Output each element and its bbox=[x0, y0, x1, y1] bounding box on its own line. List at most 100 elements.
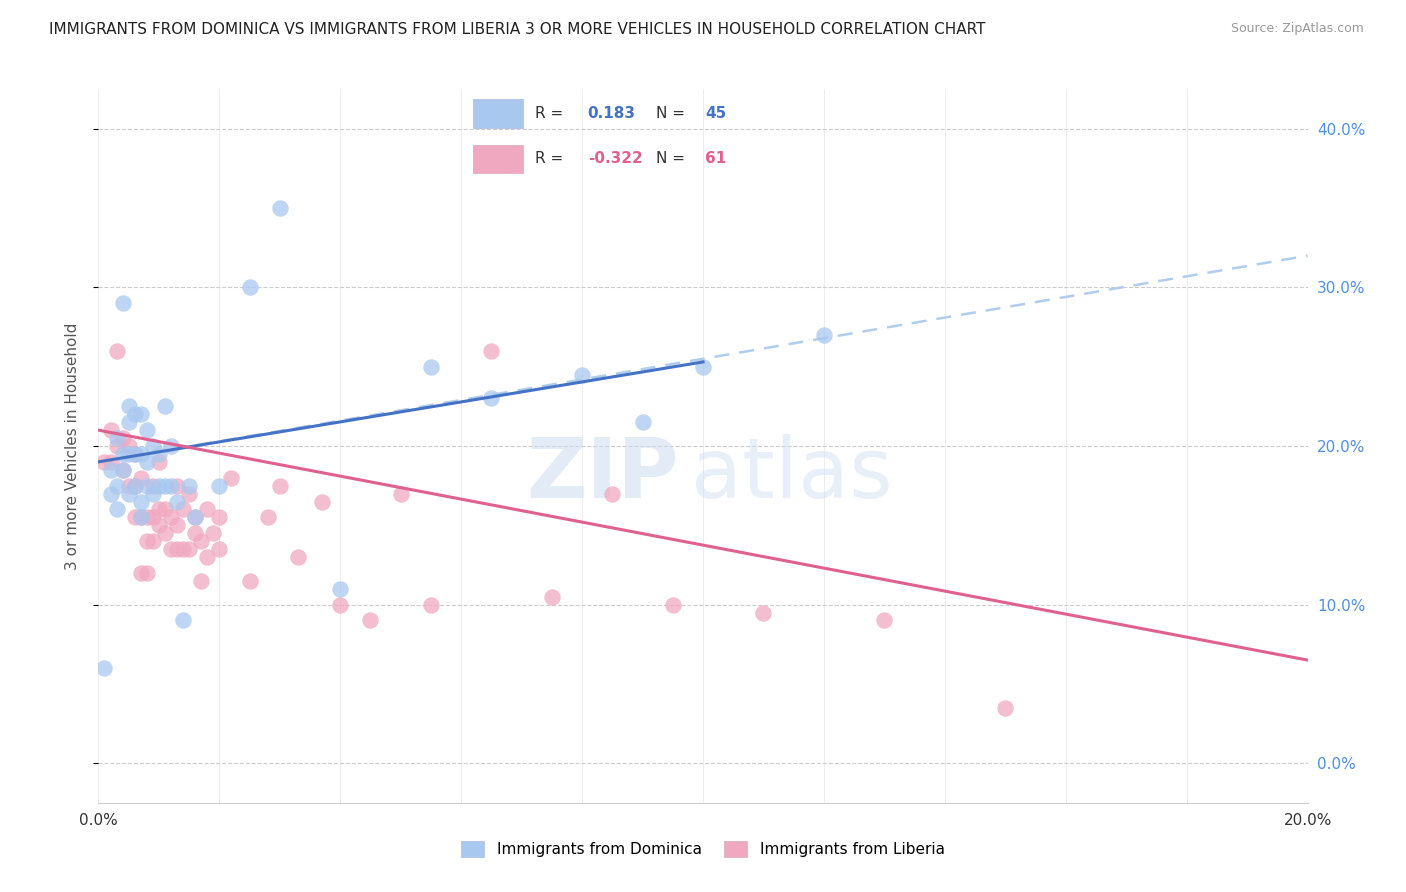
Point bbox=[540, 590, 562, 604]
Point bbox=[166, 478, 188, 492]
Point bbox=[135, 566, 157, 580]
Text: atlas: atlas bbox=[690, 434, 893, 515]
Point bbox=[118, 486, 141, 500]
FancyBboxPatch shape bbox=[474, 145, 523, 173]
Text: N =: N = bbox=[655, 106, 689, 121]
Point bbox=[239, 574, 262, 588]
Point bbox=[118, 415, 141, 429]
Point bbox=[148, 502, 170, 516]
Point bbox=[195, 502, 218, 516]
Point bbox=[129, 471, 152, 485]
Text: IMMIGRANTS FROM DOMINICA VS IMMIGRANTS FROM LIBERIA 3 OR MORE VEHICLES IN HOUSEH: IMMIGRANTS FROM DOMINICA VS IMMIGRANTS F… bbox=[49, 22, 986, 37]
Point bbox=[100, 486, 122, 500]
Point bbox=[105, 502, 128, 516]
Point bbox=[160, 478, 183, 492]
Point bbox=[124, 407, 146, 421]
Point bbox=[360, 614, 382, 628]
Point bbox=[111, 296, 134, 310]
Point bbox=[135, 510, 157, 524]
Point bbox=[602, 486, 624, 500]
Point bbox=[118, 439, 141, 453]
Point bbox=[129, 494, 152, 508]
Point bbox=[269, 478, 291, 492]
Point bbox=[153, 526, 176, 541]
Point bbox=[239, 280, 262, 294]
Point bbox=[166, 542, 188, 557]
Y-axis label: 3 or more Vehicles in Household: 3 or more Vehicles in Household bbox=[65, 322, 80, 570]
Point bbox=[129, 407, 152, 421]
Point bbox=[208, 478, 231, 492]
Point bbox=[166, 518, 188, 533]
Point bbox=[105, 343, 128, 358]
Point bbox=[208, 510, 231, 524]
Point bbox=[124, 447, 146, 461]
Point bbox=[111, 463, 134, 477]
Point bbox=[329, 598, 352, 612]
Point bbox=[221, 471, 243, 485]
Point bbox=[153, 478, 176, 492]
Point bbox=[752, 606, 775, 620]
Point bbox=[124, 478, 146, 492]
Point bbox=[129, 510, 152, 524]
Text: -0.322: -0.322 bbox=[588, 152, 643, 167]
Point bbox=[142, 534, 165, 549]
Point bbox=[813, 328, 835, 343]
Point bbox=[184, 510, 207, 524]
Point bbox=[135, 455, 157, 469]
Point bbox=[111, 447, 134, 461]
Point bbox=[631, 415, 654, 429]
Point bbox=[160, 542, 183, 557]
Text: R =: R = bbox=[536, 106, 568, 121]
Point bbox=[420, 359, 443, 374]
Point bbox=[311, 494, 333, 508]
Point bbox=[135, 534, 157, 549]
Point bbox=[124, 478, 146, 492]
Point bbox=[420, 598, 443, 612]
Text: ZIP: ZIP bbox=[526, 434, 679, 515]
Point bbox=[93, 661, 115, 675]
Text: 61: 61 bbox=[706, 152, 727, 167]
Point bbox=[172, 614, 194, 628]
Point bbox=[153, 400, 176, 414]
Point bbox=[269, 201, 291, 215]
Point bbox=[287, 549, 309, 564]
Point bbox=[481, 392, 503, 406]
Point bbox=[160, 510, 183, 524]
Point bbox=[118, 447, 141, 461]
Point bbox=[118, 400, 141, 414]
Point bbox=[179, 478, 201, 492]
Point bbox=[111, 431, 134, 445]
Point bbox=[148, 455, 170, 469]
FancyBboxPatch shape bbox=[474, 99, 523, 128]
Point bbox=[129, 510, 152, 524]
Point bbox=[105, 439, 128, 453]
Point bbox=[124, 447, 146, 461]
Point bbox=[184, 526, 207, 541]
Point bbox=[208, 542, 231, 557]
Point bbox=[994, 700, 1017, 714]
Point bbox=[100, 423, 122, 437]
Point bbox=[129, 566, 152, 580]
Point bbox=[129, 447, 152, 461]
Point bbox=[692, 359, 714, 374]
Point bbox=[202, 526, 225, 541]
Text: 0.183: 0.183 bbox=[588, 106, 636, 121]
Point bbox=[148, 518, 170, 533]
Text: N =: N = bbox=[655, 152, 689, 167]
Point bbox=[195, 549, 218, 564]
Point bbox=[172, 502, 194, 516]
Point bbox=[160, 439, 183, 453]
Point bbox=[172, 542, 194, 557]
Point bbox=[118, 478, 141, 492]
Point bbox=[135, 478, 157, 492]
Point bbox=[481, 343, 503, 358]
Point bbox=[389, 486, 412, 500]
Point bbox=[100, 463, 122, 477]
Point bbox=[135, 423, 157, 437]
Point bbox=[124, 510, 146, 524]
Point bbox=[142, 510, 165, 524]
Point bbox=[111, 463, 134, 477]
Legend: Immigrants from Dominica, Immigrants from Liberia: Immigrants from Dominica, Immigrants fro… bbox=[456, 835, 950, 863]
Point bbox=[142, 439, 165, 453]
Text: 45: 45 bbox=[706, 106, 727, 121]
